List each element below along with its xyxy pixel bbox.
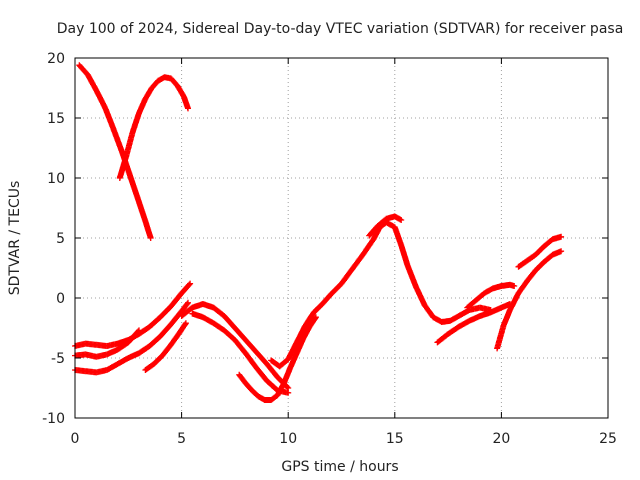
series-markers bbox=[434, 301, 513, 346]
y-tick-label: 0 bbox=[56, 291, 65, 307]
series-track-j-rise bbox=[268, 219, 494, 370]
y-tick-label: -10 bbox=[42, 411, 65, 427]
y-tick-label: 5 bbox=[56, 231, 65, 247]
series-markers bbox=[236, 314, 319, 403]
y-tick-label: 15 bbox=[47, 111, 65, 127]
x-axis-label: GPS time / hours bbox=[281, 459, 398, 475]
series-markers bbox=[515, 233, 565, 270]
series-track-h bbox=[189, 310, 292, 396]
series-markers bbox=[142, 320, 189, 373]
series-track-i-valley bbox=[236, 314, 319, 403]
series-track-o bbox=[515, 233, 565, 270]
series-track-k bbox=[366, 213, 405, 239]
series-markers bbox=[178, 301, 292, 391]
chart-title: Day 100 of 2024, Sidereal Day-to-day VTE… bbox=[57, 21, 624, 37]
series-markers bbox=[366, 213, 405, 239]
grid bbox=[75, 58, 608, 418]
series-track-b-arc bbox=[116, 74, 191, 181]
series-track-n bbox=[494, 248, 565, 352]
x-tick-label: 20 bbox=[492, 431, 510, 447]
x-tick-label: 5 bbox=[177, 431, 186, 447]
series-markers bbox=[494, 248, 565, 352]
series-markers bbox=[464, 281, 518, 311]
x-tick-label: 15 bbox=[386, 431, 404, 447]
y-tick-label: 10 bbox=[47, 171, 65, 187]
y-axis-label: SDTVAR / TECUs bbox=[7, 181, 23, 296]
y-tick-label: -5 bbox=[51, 351, 65, 367]
series-markers bbox=[268, 219, 494, 370]
x-tick-label: 0 bbox=[71, 431, 80, 447]
axis-ticks: 0 5 10 15 20 25 -10 -5 0 5 10 15 20 bbox=[42, 51, 617, 447]
series-track-m bbox=[464, 281, 518, 311]
series-markers bbox=[116, 74, 191, 181]
x-tick-label: 25 bbox=[599, 431, 617, 447]
series-markers bbox=[189, 310, 292, 396]
y-tick-label: 20 bbox=[47, 51, 65, 67]
x-tick-label: 10 bbox=[279, 431, 297, 447]
series-track-g bbox=[178, 301, 292, 391]
series-track-l bbox=[434, 301, 513, 346]
series-track-f bbox=[142, 320, 189, 373]
